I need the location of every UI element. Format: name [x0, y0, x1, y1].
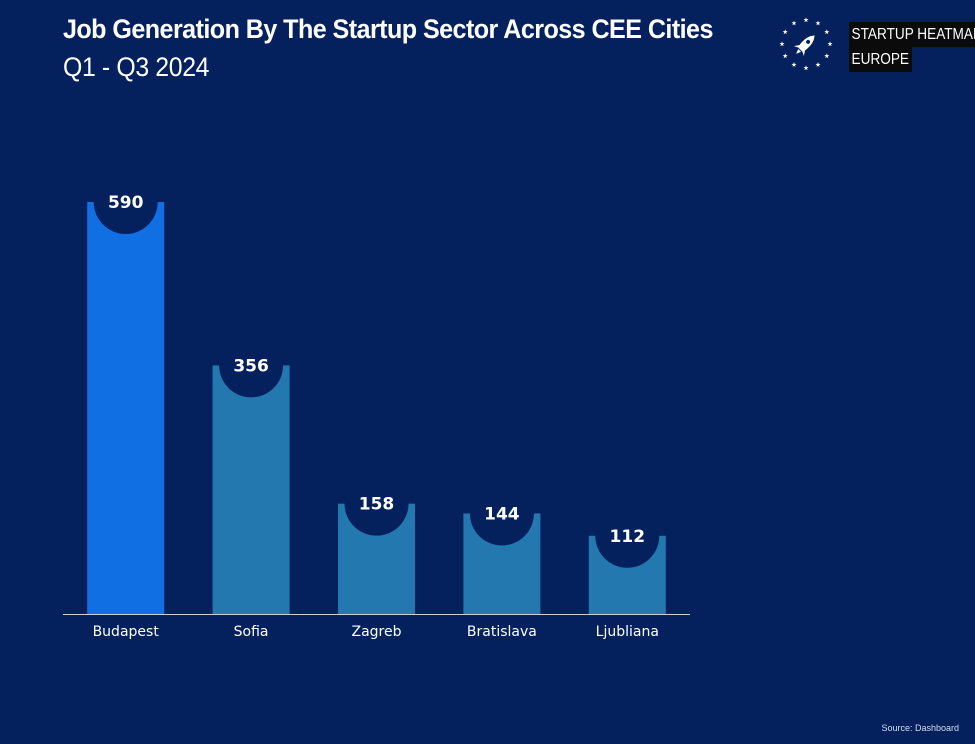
logo-star [803, 17, 809, 23]
logo-star [782, 29, 788, 35]
value-label-badge [469, 481, 534, 546]
bar-budapest [87, 202, 165, 614]
x-tick-label: Sofia [234, 624, 269, 640]
logo-star [815, 62, 821, 67]
logo-star [824, 29, 830, 35]
data-label: 590 [108, 193, 144, 213]
data-label: 144 [484, 504, 520, 524]
x-tick-label: Budapest [93, 624, 160, 640]
logo-star [779, 41, 785, 47]
value-label-badge [595, 503, 660, 568]
logo-star [791, 62, 797, 67]
logo-star [791, 20, 797, 26]
value-label-badge [219, 333, 284, 398]
rocket-icon [779, 17, 833, 71]
star-ring [779, 17, 833, 71]
brand-line-1: STARTUP HEATMAP [849, 22, 975, 47]
logo-star [815, 20, 821, 26]
logo-star [803, 65, 809, 71]
x-tick-label: Bratislava [467, 624, 537, 640]
logo-star [782, 53, 788, 59]
x-tick-label: Zagreb [351, 624, 401, 640]
data-label: 112 [610, 527, 646, 547]
data-label: 158 [359, 495, 395, 515]
chart-subtitle: Q1 - Q3 2024 [63, 52, 210, 82]
data-label: 356 [233, 356, 269, 376]
logo-star [824, 53, 830, 59]
value-label-badge [93, 170, 158, 234]
brand-logo-text: STARTUP HEATMAP EUROPE [849, 22, 975, 72]
chart-title: Job Generation By The Startup Sector Acr… [63, 14, 713, 44]
value-label-badge [344, 471, 409, 536]
source-note: Source: Dashboard [881, 723, 959, 733]
brand-line-2: EUROPE [849, 47, 912, 72]
bar-sofia [212, 365, 290, 614]
rocket-shape [793, 35, 815, 57]
x-tick-label: Ljubliana [596, 624, 659, 640]
logo-star [827, 41, 833, 47]
